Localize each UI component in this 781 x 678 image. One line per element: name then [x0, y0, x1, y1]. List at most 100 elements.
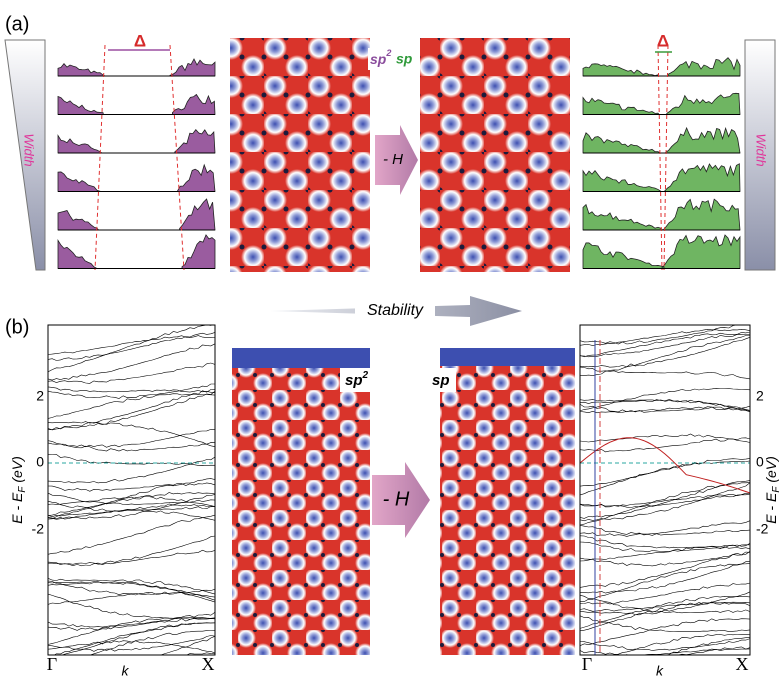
stability-label: Stability — [367, 302, 424, 319]
gap-edge — [170, 45, 184, 270]
band-line — [580, 639, 750, 651]
band-line — [48, 618, 215, 645]
band-line — [580, 336, 750, 376]
structure-image — [232, 348, 370, 655]
band-line — [48, 363, 215, 383]
band-line — [580, 521, 750, 537]
vacuum — [440, 348, 575, 366]
gap-edge — [95, 45, 105, 270]
band-line — [580, 602, 750, 631]
band-line — [48, 441, 215, 451]
band-line — [580, 670, 750, 676]
band-line — [48, 550, 215, 566]
band-line — [48, 536, 215, 564]
dos-curve — [583, 164, 740, 192]
band-line — [48, 657, 215, 668]
band-line — [48, 504, 215, 519]
band-line — [48, 636, 215, 672]
dos-curve — [583, 93, 740, 114]
band-line — [48, 483, 215, 491]
dos-curve — [583, 128, 740, 153]
band-line — [580, 407, 750, 413]
band-line — [580, 664, 750, 674]
structure-image — [440, 348, 575, 655]
band-line — [48, 497, 215, 507]
band-line — [580, 482, 750, 525]
band-line — [580, 367, 750, 379]
x-axis-label: k — [656, 663, 664, 678]
band-line — [580, 552, 750, 587]
band-line — [580, 461, 750, 495]
band-line — [580, 434, 750, 443]
y-axis-label-part: E - E — [9, 492, 25, 524]
band-line — [48, 336, 215, 355]
band-line — [48, 592, 215, 605]
dos-curve — [58, 59, 215, 76]
y-tick-label: 2 — [36, 388, 44, 404]
gap-edge — [664, 45, 668, 270]
band-line — [48, 641, 215, 653]
dos-curve — [58, 199, 215, 230]
band-line — [48, 391, 215, 429]
gap-edge — [658, 45, 662, 270]
vacuum — [232, 348, 370, 368]
band-line — [48, 457, 215, 483]
plot-frame — [580, 325, 750, 655]
y-tick-label: -2 — [32, 521, 45, 537]
band-line — [580, 388, 750, 411]
band-line — [580, 619, 750, 646]
structure-image — [230, 38, 370, 272]
edge-band — [580, 438, 750, 493]
band-line — [48, 332, 215, 360]
y-axis-label-part: E - E — [763, 492, 779, 524]
x-tick-label: Γ — [47, 654, 57, 674]
band-line — [48, 661, 215, 678]
panel-label: (b) — [5, 316, 29, 338]
sp-label: sp — [396, 51, 413, 67]
band-line — [580, 665, 750, 678]
band-line — [580, 483, 750, 521]
x-tick-label: X — [736, 654, 749, 674]
band-line — [48, 578, 215, 594]
band-line — [48, 510, 215, 521]
dos-curve — [58, 130, 215, 153]
dos-curve — [58, 94, 215, 114]
band-line — [48, 656, 215, 666]
delta-label: Δ — [657, 31, 669, 50]
dos-curve — [58, 235, 215, 269]
band-line — [48, 454, 215, 465]
minus-h-label: - H — [383, 488, 410, 510]
minus-h-label: - H — [383, 151, 403, 168]
width-label: Width — [754, 133, 769, 166]
figure: (a) Width Width Δ Δ sp 2 sp - H Stability… — [0, 0, 781, 678]
y-axis-label: E - EF (eV) — [763, 456, 781, 524]
band-line — [580, 649, 750, 678]
x-tick-label: Γ — [582, 654, 592, 674]
x-tick-label: X — [202, 654, 215, 674]
band-line — [580, 525, 750, 535]
band-line — [48, 384, 215, 399]
y-tick-label: 0 — [36, 454, 44, 470]
y-axis-label-part: (eV) — [763, 456, 779, 486]
width-label: Width — [22, 133, 37, 166]
x-axis-label: k — [122, 663, 130, 678]
band-line — [48, 582, 215, 603]
band-line — [580, 404, 750, 412]
band-line — [48, 670, 215, 678]
dos-curve — [58, 165, 215, 192]
structure-image — [420, 38, 570, 272]
band-line — [48, 612, 215, 630]
delta-label: Δ — [134, 31, 146, 50]
y-axis-label: E - EF (eV) — [9, 456, 28, 524]
band-line — [580, 662, 750, 672]
band-line — [48, 387, 215, 393]
band-line — [580, 669, 750, 678]
band-line — [48, 623, 215, 657]
band-line — [48, 653, 215, 678]
band-line — [48, 582, 215, 600]
band-line — [48, 515, 215, 554]
panel-label: (a) — [5, 13, 29, 35]
sp-label: sp — [432, 372, 450, 389]
y-tick-label: 2 — [756, 388, 764, 404]
y-axis-label-part: (eV) — [9, 456, 25, 486]
